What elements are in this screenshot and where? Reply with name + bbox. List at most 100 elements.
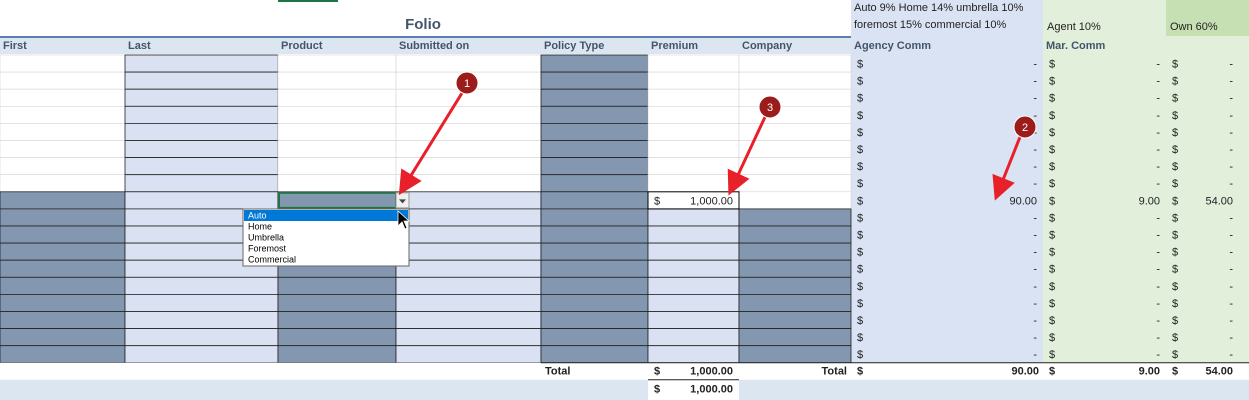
currency: $ xyxy=(1049,76,1055,88)
cell xyxy=(395,54,542,73)
cell xyxy=(0,259,126,278)
cell xyxy=(647,225,740,244)
commission: 90.00 xyxy=(1009,195,1037,207)
commission: - xyxy=(1229,93,1233,105)
total-label: Total xyxy=(822,366,847,378)
currency: $ xyxy=(1049,144,1055,156)
commission: - xyxy=(1156,315,1160,327)
currency: $ xyxy=(857,127,863,139)
cell xyxy=(738,345,852,364)
commission: - xyxy=(1156,349,1160,361)
commission: - xyxy=(1229,264,1233,276)
currency: $ xyxy=(1049,315,1055,327)
cell xyxy=(277,191,397,210)
cell xyxy=(124,105,279,124)
cell xyxy=(540,157,649,176)
currency: $ xyxy=(857,178,863,190)
cell xyxy=(540,105,649,124)
cell xyxy=(124,140,279,159)
cell xyxy=(540,54,649,73)
currency: $ xyxy=(654,366,660,378)
cell xyxy=(0,123,126,141)
commission: - xyxy=(1229,281,1233,293)
cell xyxy=(0,140,126,158)
cell xyxy=(540,311,649,330)
currency: $ xyxy=(1172,144,1178,156)
commission: - xyxy=(1033,247,1037,259)
cell xyxy=(277,106,397,124)
dropdown-option[interactable]: Commercial xyxy=(248,254,296,264)
totals-right xyxy=(851,362,1249,380)
cell xyxy=(277,123,397,141)
column-header: Product xyxy=(281,40,323,52)
column-header: First xyxy=(3,40,27,52)
own-bg xyxy=(1166,36,1249,380)
cell xyxy=(647,208,740,227)
commission: - xyxy=(1033,93,1037,105)
cell xyxy=(738,293,852,312)
grand-total: 1,000.00 xyxy=(690,384,733,396)
cell xyxy=(738,88,852,107)
commission: - xyxy=(1156,247,1160,259)
commission: - xyxy=(1156,110,1160,122)
cell xyxy=(124,88,279,107)
cell xyxy=(0,242,126,261)
callout-badge xyxy=(455,71,479,95)
cell xyxy=(277,71,397,90)
dropdown-option[interactable]: Umbrella xyxy=(248,232,284,242)
dropdown-option[interactable]: Home xyxy=(248,221,272,231)
currency: $ xyxy=(1049,93,1055,105)
cell xyxy=(540,345,649,364)
premium-cell xyxy=(647,191,740,210)
grand-cell xyxy=(648,379,739,400)
callout-arrow xyxy=(727,116,767,196)
cell xyxy=(540,71,649,90)
cell xyxy=(738,276,852,295)
column-header: Mar. Comm xyxy=(1046,40,1106,52)
commission: - xyxy=(1229,58,1233,70)
cell xyxy=(647,88,740,107)
commission: - xyxy=(1033,110,1037,122)
cell xyxy=(738,191,852,210)
currency: $ xyxy=(1049,110,1055,122)
own-rate: Own 60% xyxy=(1170,21,1218,33)
cell xyxy=(647,140,740,158)
cell xyxy=(0,88,126,107)
commission: - xyxy=(1156,76,1160,88)
commission: - xyxy=(1033,298,1037,310)
currency: $ xyxy=(857,281,863,293)
callout-badge xyxy=(1013,115,1037,139)
cell xyxy=(647,328,740,347)
currency: $ xyxy=(654,384,660,396)
commission: - xyxy=(1156,212,1160,224)
cell xyxy=(277,345,397,364)
total-marketing: 9.00 xyxy=(1139,366,1160,378)
total-premium: 1,000.00 xyxy=(690,366,733,378)
cell xyxy=(647,157,740,176)
currency: $ xyxy=(1172,127,1178,139)
cell xyxy=(395,191,542,210)
cell xyxy=(0,328,126,347)
currency: $ xyxy=(1049,195,1055,207)
cell xyxy=(647,54,740,73)
cell xyxy=(540,293,649,312)
commission: - xyxy=(1229,212,1233,224)
column-header: Agency Comm xyxy=(854,40,931,52)
premium: 1,000.00 xyxy=(690,195,733,207)
cell xyxy=(0,208,126,227)
currency: $ xyxy=(1049,212,1055,224)
callout-badge xyxy=(758,95,782,119)
currency: $ xyxy=(1049,281,1055,293)
cell xyxy=(0,157,126,176)
callout-arrow xyxy=(398,92,464,196)
cell xyxy=(124,174,279,193)
cell xyxy=(540,259,649,278)
dropdown-option[interactable]: Foremost xyxy=(248,243,287,253)
commission: - xyxy=(1156,264,1160,276)
cell xyxy=(738,311,852,330)
dropdown-option[interactable]: Auto xyxy=(248,210,267,220)
cell xyxy=(395,345,542,364)
rates: foremost 15% commercial 10% xyxy=(854,19,1006,31)
column-header: Premium xyxy=(651,40,698,52)
